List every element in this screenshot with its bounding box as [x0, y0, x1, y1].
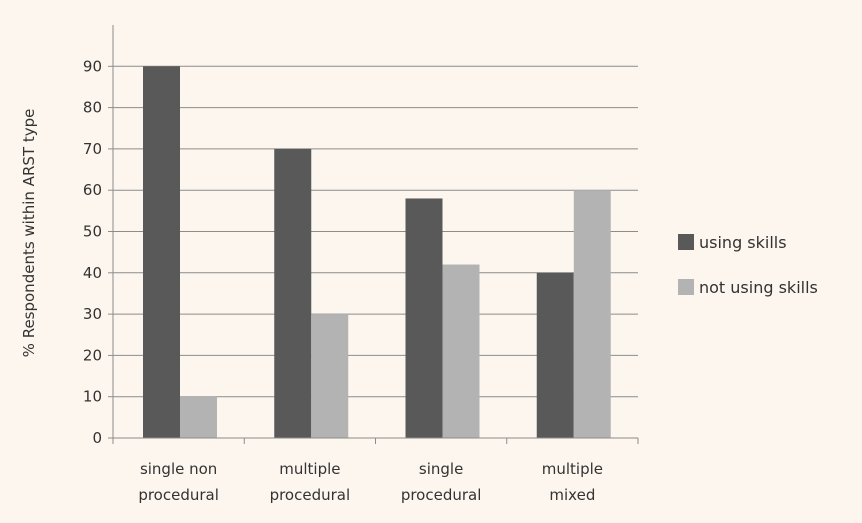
bar-using-skills-0: [143, 66, 180, 439]
bar-not-using-skills-0: [180, 396, 217, 438]
y-tick-label: 60: [83, 181, 102, 199]
legend: using skills not using skills: [678, 233, 818, 297]
x-tick-label: procedural: [138, 486, 219, 504]
y-tick-label: 50: [83, 223, 102, 241]
x-tick-label: procedural: [270, 486, 351, 504]
y-tick-label: 40: [83, 264, 102, 282]
x-tick-label: multiple: [542, 460, 603, 478]
bar-not-using-skills-1: [311, 314, 349, 438]
bar-using-skills-1: [274, 148, 312, 438]
y-tick-label: 30: [83, 305, 102, 323]
y-tick-label: 20: [83, 346, 102, 364]
y-tick-label: 70: [83, 140, 102, 158]
x-tick-label: procedural: [401, 486, 482, 504]
bar-using-skills-3: [536, 272, 574, 438]
y-axis-title: % Respondents within ARST type: [20, 109, 38, 358]
x-tick-label: multiple: [279, 460, 340, 478]
y-tick-label: 0: [92, 429, 102, 447]
bar-not-using-skills-3: [573, 190, 611, 438]
legend-swatch-not-using-skills: [678, 279, 694, 295]
bar-not-using-skills-2: [442, 264, 480, 438]
gridlines: [113, 65, 638, 398]
bars: [143, 66, 611, 439]
bar-using-skills-2: [405, 198, 443, 438]
y-tick-label: 90: [83, 57, 102, 75]
legend-label: not using skills: [699, 278, 818, 297]
y-tick-labels: 0 10 20 30 40 50 60 70 80 90: [83, 57, 113, 447]
y-tick-label: 10: [83, 388, 102, 406]
x-tick-labels: single non procedural multiple procedural si…: [112, 438, 639, 504]
legend-label: using skills: [699, 233, 787, 252]
legend-swatch-using-skills: [678, 234, 694, 250]
x-tick-label: single: [419, 460, 463, 478]
x-tick-label: single non: [140, 460, 217, 478]
y-tick-label: 80: [83, 99, 102, 117]
x-tick-label: mixed: [549, 486, 595, 504]
